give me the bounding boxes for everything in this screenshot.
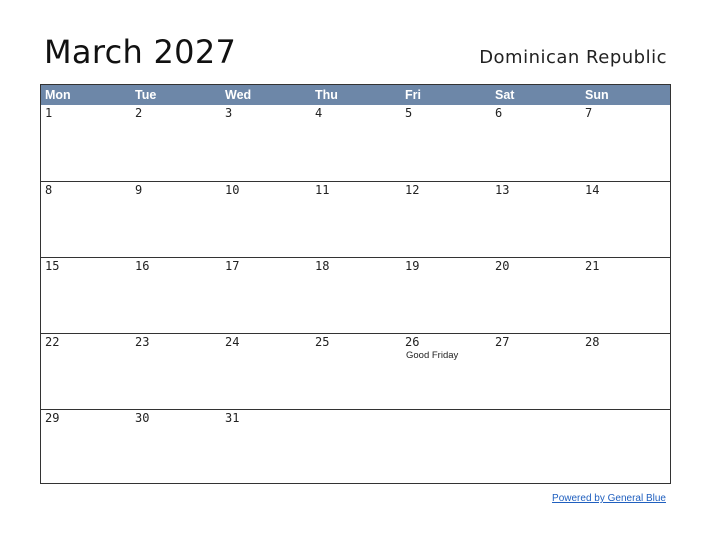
- day-number: 26: [405, 335, 420, 349]
- day-number: 12: [405, 183, 420, 197]
- day-number: 14: [585, 183, 600, 197]
- weekday-wed: Wed: [225, 88, 252, 102]
- day-cell: 10: [221, 182, 311, 257]
- day-cell: 28: [581, 334, 670, 409]
- day-cell: 27: [491, 334, 581, 409]
- day-cell: 20: [491, 258, 581, 333]
- day-number: 27: [495, 335, 510, 349]
- day-number: 25: [315, 335, 330, 349]
- day-number: 5: [405, 106, 413, 120]
- weekday-mon: Mon: [45, 88, 71, 102]
- day-cell: 6: [491, 105, 581, 181]
- day-number: 31: [225, 411, 240, 425]
- day-number: 28: [585, 335, 600, 349]
- calendar-grid: Mon Tue Wed Thu Fri Sat Sun 1 2 3 4 5 6 7 8 9 10 1…: [40, 84, 671, 484]
- day-number: 2: [135, 106, 143, 120]
- day-number: 29: [45, 411, 60, 425]
- day-cell: 16: [131, 258, 221, 333]
- day-cell: 29: [41, 410, 131, 485]
- day-number: 9: [135, 183, 143, 197]
- day-cell: 25: [311, 334, 401, 409]
- calendar-week-row: 8 9 10 11 12 13 14: [41, 181, 670, 257]
- day-number: 7: [585, 106, 593, 120]
- day-number: 4: [315, 106, 323, 120]
- weekday-thu: Thu: [315, 88, 338, 102]
- day-cell: 14: [581, 182, 670, 257]
- calendar-weeks: 1 2 3 4 5 6 7 8 9 10 11 12 13 14 15 16 17 18 19 20 21 22 23 24 2…: [41, 105, 670, 485]
- calendar-week-row: 22 23 24 25 26 Good Friday 27 28: [41, 333, 670, 409]
- day-number: 8: [45, 183, 53, 197]
- day-cell: 12: [401, 182, 491, 257]
- day-number: 22: [45, 335, 60, 349]
- day-cell: 19: [401, 258, 491, 333]
- day-cell: 5: [401, 105, 491, 181]
- day-number: 1: [45, 106, 53, 120]
- day-cell: [311, 410, 401, 485]
- day-cell: [581, 410, 670, 485]
- calendar-week-row: 29 30 31: [41, 409, 670, 485]
- day-number: 21: [585, 259, 600, 273]
- day-number: 16: [135, 259, 150, 273]
- weekday-fri: Fri: [405, 88, 421, 102]
- day-cell: 31: [221, 410, 311, 485]
- day-number: 24: [225, 335, 240, 349]
- calendar-week-row: 15 16 17 18 19 20 21: [41, 257, 670, 333]
- weekday-sat: Sat: [495, 88, 515, 102]
- powered-by-link[interactable]: Powered by General Blue: [552, 493, 666, 504]
- weekday-tue: Tue: [135, 88, 157, 102]
- day-number: 3: [225, 106, 233, 120]
- day-cell: 30: [131, 410, 221, 485]
- day-number: 15: [45, 259, 60, 273]
- day-cell: 18: [311, 258, 401, 333]
- day-cell: 17: [221, 258, 311, 333]
- day-cell: 15: [41, 258, 131, 333]
- day-cell: 26 Good Friday: [401, 334, 491, 409]
- day-cell: 13: [491, 182, 581, 257]
- calendar-week-row: 1 2 3 4 5 6 7: [41, 105, 670, 181]
- day-cell: [491, 410, 581, 485]
- day-cell: 3: [221, 105, 311, 181]
- day-cell: 9: [131, 182, 221, 257]
- day-cell: 7: [581, 105, 670, 181]
- day-number: 18: [315, 259, 330, 273]
- day-cell: 11: [311, 182, 401, 257]
- day-number: 19: [405, 259, 420, 273]
- day-number: 6: [495, 106, 503, 120]
- country-name: Dominican Republic: [479, 47, 667, 68]
- day-cell: 4: [311, 105, 401, 181]
- day-number: 23: [135, 335, 150, 349]
- day-cell: [401, 410, 491, 485]
- day-number: 20: [495, 259, 510, 273]
- day-cell: 2: [131, 105, 221, 181]
- day-cell: 24: [221, 334, 311, 409]
- weekday-sun: Sun: [585, 88, 609, 102]
- day-number: 10: [225, 183, 240, 197]
- weekday-header-row: Mon Tue Wed Thu Fri Sat Sun: [41, 85, 670, 105]
- day-cell: 21: [581, 258, 670, 333]
- day-cell: 23: [131, 334, 221, 409]
- day-cell: 8: [41, 182, 131, 257]
- day-number: 13: [495, 183, 510, 197]
- holiday-label: Good Friday: [406, 350, 459, 361]
- day-cell: 22: [41, 334, 131, 409]
- day-number: 11: [315, 183, 330, 197]
- page-title: March 2027: [44, 33, 237, 71]
- day-number: 17: [225, 259, 240, 273]
- day-cell: 1: [41, 105, 131, 181]
- day-number: 30: [135, 411, 150, 425]
